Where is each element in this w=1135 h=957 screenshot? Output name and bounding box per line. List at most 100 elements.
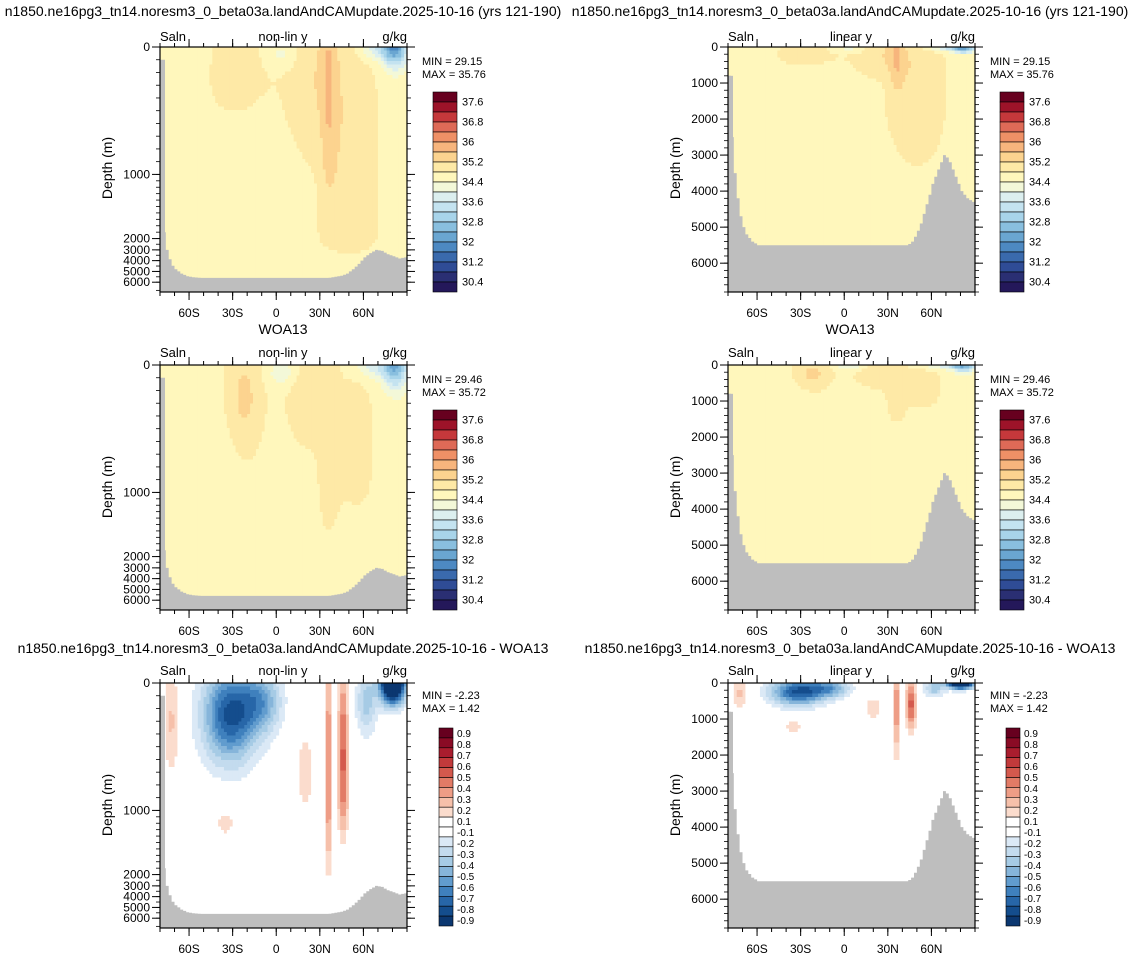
contour-cell: [273, 120, 277, 125]
contour-cell: [177, 225, 181, 230]
contour-cell: [302, 110, 306, 115]
contour-cell: [351, 208, 356, 213]
contour-cell: [261, 229, 266, 234]
contour-cell: [343, 54, 347, 59]
contour-cell: [343, 208, 347, 213]
contour-cell: [386, 110, 391, 115]
contour-cell: [189, 134, 193, 139]
contour-cell: [247, 183, 251, 188]
contour-cell: [209, 197, 213, 202]
contour-cell: [351, 75, 356, 80]
contour-cell: [186, 47, 190, 52]
contour-cell: [375, 127, 379, 132]
contour-cell: [331, 145, 335, 150]
contour-cell: [319, 71, 324, 76]
contour-cell: [235, 190, 240, 195]
contour-cell: [229, 225, 234, 230]
contour-cell: [247, 92, 251, 97]
contour-cell: [348, 155, 353, 160]
contour-cell: [261, 106, 266, 111]
contour-cell: [226, 64, 231, 69]
contour-cell: [357, 68, 362, 73]
contour-cell: [235, 68, 240, 73]
contour-cell: [372, 99, 376, 104]
contour-cell: [226, 190, 231, 195]
contour-cell: [244, 96, 248, 101]
contour-cell: [319, 204, 324, 209]
contour-cell: [299, 148, 303, 153]
contour-cell: [250, 127, 254, 132]
contour-cell: [404, 218, 407, 223]
contour-cell: [398, 183, 402, 188]
contour-cell: [293, 201, 298, 206]
contour-cell: [168, 75, 173, 80]
contour-cell: [319, 96, 324, 101]
contour-cell: [383, 159, 388, 164]
contour-cell: [282, 89, 286, 94]
contour-cell: [180, 110, 184, 115]
contour-cell: [345, 190, 350, 195]
contour-cell: [215, 239, 219, 244]
contour-cell: [189, 169, 193, 174]
contour-cell: [401, 222, 405, 227]
contour-cell: [171, 103, 176, 108]
contour-cell: [261, 75, 266, 80]
contour-cell: [366, 197, 370, 202]
contour-cell: [252, 148, 257, 153]
contour-cell: [386, 117, 391, 122]
contour-cell: [261, 54, 266, 59]
contour-cell: [363, 229, 367, 234]
contour-cell: [273, 169, 277, 174]
contour-cell: [404, 71, 407, 76]
contour-cell: [218, 183, 222, 188]
contour-cell: [296, 250, 301, 255]
contour-cell: [177, 106, 181, 111]
contour-cell: [171, 99, 176, 104]
contour-cell: [314, 169, 318, 174]
contour-cell: [252, 47, 257, 52]
contour-cell: [302, 190, 306, 195]
contour-cell: [369, 61, 373, 66]
contour-cell: [235, 169, 240, 174]
contour-cell: [328, 89, 333, 94]
contour-cell: [165, 225, 170, 230]
contour-cell: [369, 47, 373, 52]
contour-cell: [206, 250, 210, 255]
contour-cell: [331, 124, 335, 129]
contour-cell: [372, 103, 376, 108]
contour-cell: [171, 211, 176, 216]
contour-cell: [165, 99, 170, 104]
contour-cell: [200, 173, 205, 178]
contour-cell: [168, 117, 173, 122]
contour-cell: [174, 92, 179, 97]
contour-cell: [363, 134, 367, 139]
contour-cell: [238, 96, 242, 101]
contour-cell: [194, 110, 199, 115]
contour-cell: [287, 201, 292, 206]
contour-cell: [212, 50, 216, 55]
contour-cell: [189, 246, 193, 251]
contour-cell: [252, 57, 257, 62]
contour-cell: [325, 117, 330, 122]
contour-field: [160, 47, 407, 292]
contour-cell: [270, 82, 274, 87]
contour-cell: [337, 110, 341, 115]
contour-cell: [209, 201, 213, 206]
contour-cell: [186, 169, 190, 174]
contour-cell: [375, 61, 379, 66]
contour-cell: [404, 61, 407, 66]
contour-cell: [223, 243, 228, 248]
contour-cell: [322, 103, 327, 108]
contour-cell: [267, 187, 272, 192]
contour-cell: [392, 103, 396, 108]
contour-cell: [343, 99, 347, 104]
contour-cell: [250, 208, 254, 213]
contour-cell: [258, 96, 263, 101]
contour-cell: [279, 197, 283, 202]
contour-cell: [276, 68, 280, 73]
contour-cell: [241, 225, 245, 230]
contour-cell: [366, 222, 370, 227]
contour-cell: [372, 127, 376, 132]
contour-cell: [357, 131, 362, 136]
contour-cell: [319, 120, 324, 125]
